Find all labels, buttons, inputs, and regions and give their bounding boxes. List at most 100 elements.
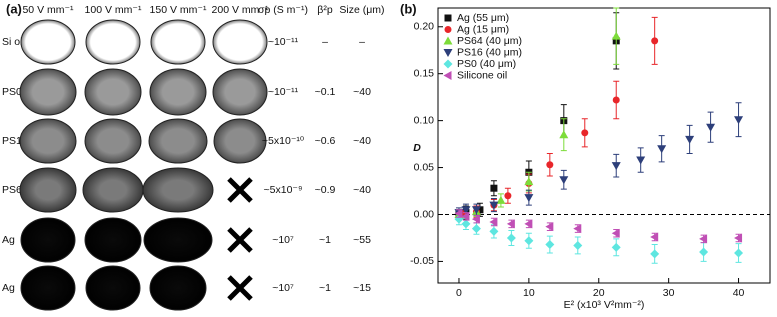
data-point (524, 194, 534, 203)
data-point (734, 233, 743, 243)
data-point (559, 130, 569, 139)
sigma: ~10⁷ (272, 282, 294, 294)
droplet-image (212, 68, 268, 116)
column-header: β²p (317, 4, 333, 16)
cross (227, 227, 253, 253)
data-point (490, 184, 498, 192)
data-point (699, 234, 708, 244)
data-point (504, 192, 512, 200)
row-label: PS0 (2, 86, 22, 98)
data-point (612, 96, 620, 104)
data-point (471, 214, 480, 224)
beta: ~0.6 (315, 135, 336, 147)
data-point (506, 233, 516, 243)
data-point (650, 232, 659, 242)
data-point (657, 145, 667, 154)
droplet-image (84, 68, 142, 116)
droplet-image (19, 167, 77, 213)
data-point (461, 211, 470, 221)
legend-marker (443, 59, 453, 69)
data-point (471, 206, 481, 215)
data-point (651, 37, 659, 45)
sigma: ~10⁻¹¹ (268, 86, 299, 98)
beta: ~0.1 (315, 86, 336, 98)
sigma: ~10⁷ (272, 234, 294, 246)
y-axis-label: D (413, 142, 421, 154)
size: ~15 (353, 282, 371, 294)
droplet-image (149, 68, 207, 116)
size: ~55 (353, 234, 371, 246)
data-point (699, 247, 709, 257)
y-tick-label: 0.20 (414, 21, 435, 33)
beta: ~0.9 (315, 184, 336, 196)
cross (227, 177, 253, 203)
data-point (506, 219, 515, 229)
column-header: Size (μm) (339, 4, 384, 16)
column-header: 200 V mm⁻¹ (212, 4, 269, 16)
droplet-image (20, 217, 76, 263)
row-label: Ag (2, 282, 15, 294)
data-point (524, 236, 534, 246)
data-point (489, 201, 499, 210)
data-point (734, 116, 744, 125)
x-tick-label: 40 (733, 287, 745, 299)
data-point (476, 206, 484, 214)
droplet-image (143, 217, 213, 263)
data-point (489, 217, 498, 227)
size: ~40 (353, 184, 371, 196)
data-point (524, 177, 534, 186)
data-point (496, 195, 506, 204)
data-point (581, 129, 589, 137)
x-axis-label: E² (x10³ V²mm⁻²) (564, 299, 645, 311)
data-point (559, 176, 569, 185)
y-tick-label: 0.05 (414, 161, 435, 173)
size: – (359, 36, 365, 48)
data-point (611, 31, 621, 40)
size: ~40 (353, 135, 371, 147)
data-point (650, 249, 660, 259)
x-tick-label: 10 (523, 287, 535, 299)
data-point (611, 162, 621, 171)
data-point (545, 240, 555, 250)
legend-marker (444, 26, 452, 33)
x-tick-label: 30 (663, 287, 675, 299)
data-point (546, 161, 554, 169)
sigma: ~5x10⁻⁹ (264, 184, 303, 196)
data-point (489, 226, 499, 236)
column-header: σp (S m⁻¹) (258, 4, 308, 16)
droplet-image (19, 118, 77, 164)
y-tick-label: 0.00 (414, 208, 435, 220)
column-header: 100 V mm⁻¹ (85, 4, 142, 16)
data-point (611, 242, 621, 252)
data-point (471, 224, 481, 234)
legend-label: PS16 (40 μm) (457, 46, 522, 58)
data-point (706, 123, 716, 132)
legend-marker (443, 71, 452, 80)
droplet-image (20, 19, 76, 65)
droplet-image (150, 19, 206, 65)
legend-label: Ag (55 μm) (457, 12, 509, 24)
row-label: Si oil (2, 36, 25, 48)
beta: ~1 (319, 282, 331, 294)
x-tick-label: 0 (456, 287, 462, 299)
x-tick-label: 20 (593, 287, 605, 299)
legend-marker (444, 14, 452, 22)
sigma: ~5x10⁻¹⁰ (262, 135, 305, 147)
plot-frame (437, 7, 771, 284)
cross (227, 275, 253, 301)
beta: – (322, 36, 328, 48)
column-header: 50 V mm⁻¹ (22, 4, 74, 16)
legend-label: Ag (15 μm) (457, 23, 509, 35)
data-point (636, 156, 646, 165)
row-label: Ag (2, 234, 15, 246)
data-point (461, 219, 471, 229)
data-point (545, 222, 554, 232)
droplet-image (19, 68, 77, 116)
data-point (685, 135, 695, 144)
data-point (454, 209, 463, 219)
y-tick-label: 0.10 (414, 114, 435, 126)
droplet-image (148, 118, 208, 164)
droplet-image (142, 167, 214, 213)
column-header: 150 V mm⁻¹ (150, 4, 207, 16)
